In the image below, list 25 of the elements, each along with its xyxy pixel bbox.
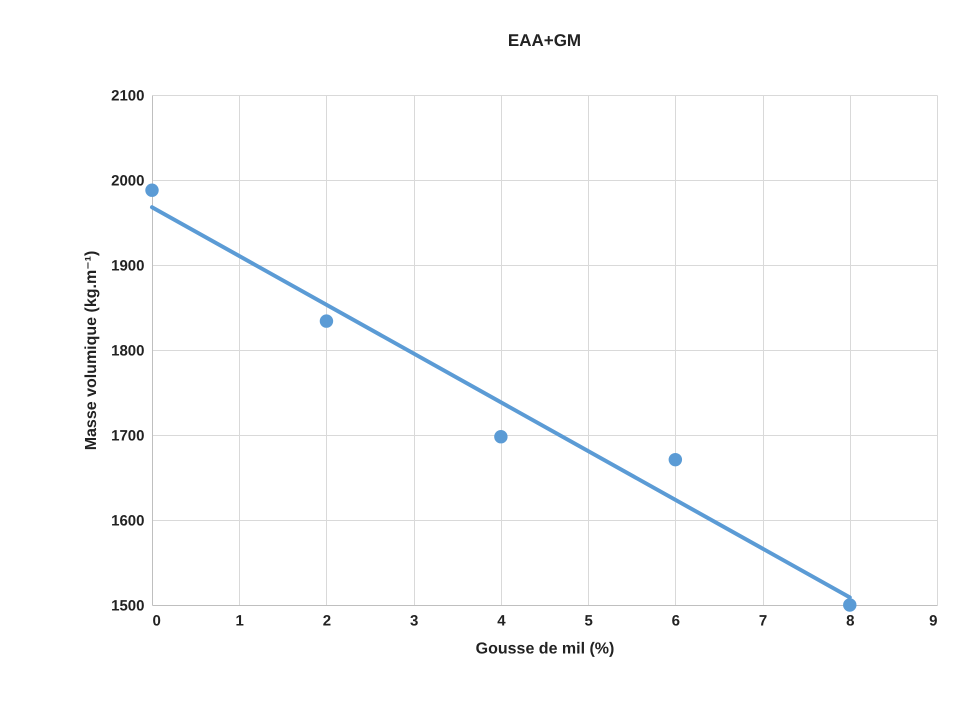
x-tick-label: 5 [584, 612, 593, 630]
point [145, 184, 159, 197]
x-tick-label: 9 [929, 612, 938, 630]
x-tick-label: 3 [410, 612, 418, 630]
x-tick-label: 0 [152, 612, 161, 630]
y-tick-label: 1800 [111, 342, 144, 360]
point [320, 314, 334, 328]
x-tick-label: 8 [846, 612, 854, 630]
point [843, 598, 856, 612]
y-tick-label: 1700 [111, 428, 144, 444]
y-tick-label: 1500 [111, 598, 144, 614]
point [668, 452, 682, 466]
x-tick-label: 6 [672, 612, 680, 630]
y-axis-title: Masse volumique (kg.m⁻¹) [83, 250, 100, 450]
x-axis-title: Gousse de mil (%) [476, 640, 614, 658]
point [494, 430, 508, 444]
chart-title: EAA+GM [508, 31, 582, 50]
x-tick-label: 2 [322, 612, 332, 630]
y-tick-label: 1900 [111, 258, 144, 274]
x-tick-label: 7 [758, 612, 768, 630]
y-tick-label: 1600 [111, 512, 144, 530]
x-tick-label: 4 [497, 612, 506, 630]
y-tick-label: 2100 [111, 88, 144, 104]
y-tick-label: 2000 [111, 172, 144, 190]
x-tick-label: 1 [236, 612, 244, 630]
